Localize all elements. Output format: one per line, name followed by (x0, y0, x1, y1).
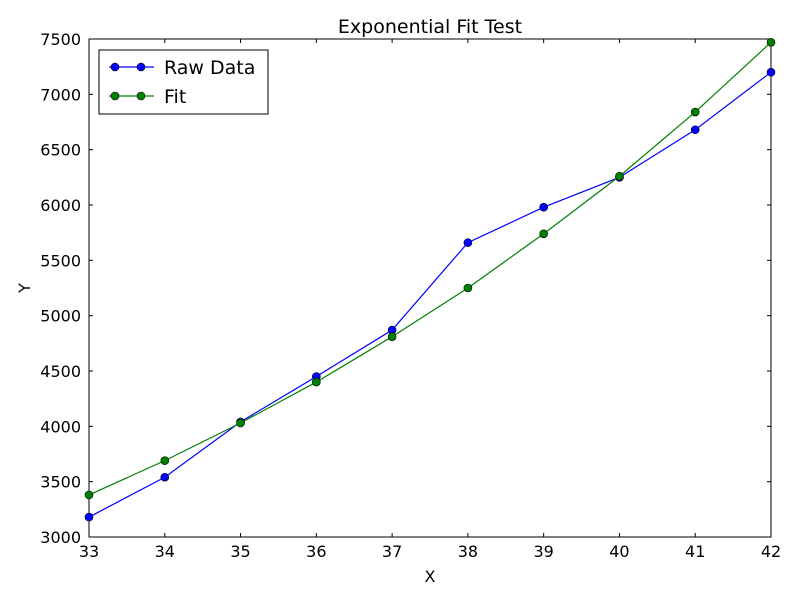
x-tick-label: 38 (458, 542, 478, 561)
y-tick-label: 5500 (40, 251, 81, 270)
legend-marker-raw-data (110, 62, 120, 72)
x-tick-label: 34 (155, 542, 175, 561)
data-point-raw-data (160, 472, 170, 482)
y-tick-label: 4500 (40, 362, 81, 381)
data-point-fit (387, 332, 397, 341)
data-point-fit (312, 377, 321, 387)
x-tick-label: 39 (533, 542, 553, 561)
data-point-fit (615, 171, 624, 181)
data-point-fit (463, 283, 473, 293)
legend-label-fit: Fit (164, 86, 186, 108)
data-point-fit (690, 107, 700, 117)
y-axis-title: Y (15, 283, 34, 294)
chart-title: Exponential Fit Test (338, 16, 522, 38)
data-point-raw-data (84, 512, 94, 522)
data-point-fit (160, 456, 170, 465)
x-axis-title: X (425, 567, 436, 586)
plot-frame (88, 38, 772, 538)
plot-area: 33 34 35 36 37 38 39 40 41 42 3000 3500 4000 4500 5000… (40, 30, 781, 561)
data-point-raw-data (766, 67, 776, 77)
y-tick-label: 6500 (40, 141, 81, 160)
legend-marker-raw-data (136, 62, 146, 72)
x-tick-label: 41 (685, 542, 705, 561)
y-tick-label: 6000 (40, 196, 81, 215)
legend-marker-fit (136, 91, 146, 101)
data-point-fit (236, 418, 245, 428)
x-tick-label: 33 (79, 542, 99, 561)
y-tick-label: 5000 (40, 307, 81, 326)
x-tick-label: 37 (382, 542, 402, 561)
y-tick-label: 4000 (40, 417, 81, 436)
legend-label-raw-data: Raw Data (164, 57, 255, 79)
legend: Raw Data Fit (98, 49, 269, 115)
y-tick-label: 3000 (40, 528, 81, 547)
x-tick-label: 36 (306, 542, 326, 561)
legend-box (98, 49, 269, 115)
legend-marker-fit (110, 91, 120, 101)
y-tick-label: 3500 (40, 473, 81, 492)
series-line-fit (88, 41, 772, 496)
data-point-raw-data (463, 238, 473, 247)
series-line-raw-data (88, 71, 772, 518)
y-tick-label: 7500 (40, 30, 81, 49)
data-point-raw-data (539, 202, 548, 212)
data-point-fit (539, 229, 548, 239)
x-tick-label: 42 (761, 542, 781, 561)
data-point-raw-data (690, 125, 700, 135)
x-tick-label: 35 (230, 542, 250, 561)
x-tick-label: 40 (609, 542, 629, 561)
y-tick-label: 7000 (40, 85, 81, 104)
data-point-fit (84, 490, 94, 500)
data-point-fit (766, 38, 776, 47)
